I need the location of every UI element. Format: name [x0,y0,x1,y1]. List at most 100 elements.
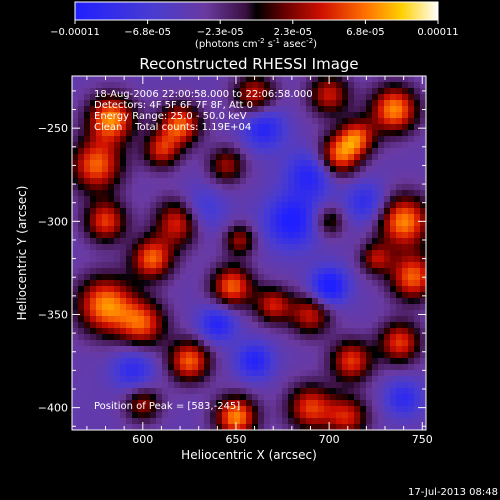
heatmap-cell [192,400,199,407]
heatmap-cell [168,346,175,353]
heatmap-cell [144,94,151,101]
heatmap-cell [282,184,289,191]
heatmap-cell [402,268,409,275]
heatmap-cell [270,100,277,107]
heatmap-cell [186,268,193,275]
heatmap-cell [144,202,151,209]
heatmap-cell [408,166,415,173]
heatmap-cell [102,136,109,143]
heatmap-cell [216,190,223,197]
heatmap-cell [360,232,367,239]
heatmap-cell [204,238,211,245]
heatmap-cell [384,118,391,125]
heatmap-cell [144,370,151,377]
heatmap-cell [384,286,391,293]
heatmap-cell [138,358,145,365]
heatmap-cell [186,244,193,251]
heatmap-cell [318,292,325,299]
heatmap-cell [336,136,343,143]
heatmap-cell [420,154,426,161]
heatmap-cell [360,202,367,209]
heatmap-cell [402,412,409,419]
heatmap-cell [108,172,115,179]
heatmap-cell [276,412,283,419]
heatmap-cell [150,82,157,89]
heatmap-cell [162,196,169,203]
heatmap-cell [336,418,343,425]
heatmap-cell [270,370,277,377]
heatmap-cell [216,412,223,419]
heatmap-cell [198,292,205,299]
heatmap-cell [234,322,241,329]
heatmap-cell [132,280,139,287]
heatmap-cell [84,130,91,137]
heatmap-cell [96,202,103,209]
heatmap-cell [150,232,157,239]
heatmap-cell [90,148,97,155]
heatmap-cell [78,112,85,119]
heatmap-cell [348,196,355,203]
heatmap-cell [294,196,301,203]
heatmap-cell [360,154,367,161]
heatmap-cell [234,244,241,251]
heatmap-cell [390,304,397,311]
heatmap-cell [300,76,307,83]
heatmap-cell [306,382,313,389]
heatmap-cell [372,262,379,269]
heatmap-cell [390,112,397,119]
heatmap-cell [108,376,115,383]
heatmap-cell [204,124,211,131]
heatmap-cell [234,382,241,389]
heatmap-cell [84,88,91,95]
heatmap-cell [156,112,163,119]
heatmap-cell [72,334,79,341]
heatmap-cell [120,166,127,173]
heatmap-cell [282,274,289,281]
heatmap-cell [336,256,343,263]
heatmap-cell [384,298,391,305]
heatmap-cell [252,190,259,197]
heatmap-cell [126,292,133,299]
heatmap-cell [390,310,397,317]
heatmap-cell [246,406,253,413]
heatmap-cell [324,328,331,335]
heatmap-cell [234,400,241,407]
heatmap-cell [204,418,211,425]
heatmap-cell [138,76,145,83]
heatmap-cell [108,238,115,245]
heatmap-cell [192,412,199,419]
heatmap-cell [258,412,265,419]
heatmap-cell [78,226,85,233]
heatmap-cell [222,406,229,413]
heatmap-cell [360,274,367,281]
heatmap-cell [276,376,283,383]
heatmap-cell [198,250,205,257]
heatmap-cell [360,388,367,395]
heatmap-cell [420,250,426,257]
heatmap-cell [192,160,199,167]
heatmap-cell [360,166,367,173]
heatmap-cell [192,292,199,299]
heatmap-cell [366,160,373,167]
heatmap-cell [366,172,373,179]
heatmap-cell [180,214,187,221]
heatmap-cell [90,352,97,359]
heatmap-cell [390,190,397,197]
heatmap-cell [330,256,337,263]
heatmap-cell [210,88,217,95]
heatmap-cell [300,226,307,233]
heatmap-cell [132,424,139,430]
heatmap-cell [312,310,319,317]
heatmap-cell [78,262,85,269]
heatmap-cell [414,316,421,323]
heatmap-cell [120,370,127,377]
heatmap-cell [330,220,337,227]
heatmap-cell [330,88,337,95]
heatmap-cell [72,190,79,197]
heatmap-cell [300,244,307,251]
heatmap-cell [228,112,235,119]
y-tick-label: −400 [38,402,68,415]
heatmap-cell [354,154,361,161]
heatmap-cell [336,196,343,203]
heatmap-cell [300,214,307,221]
